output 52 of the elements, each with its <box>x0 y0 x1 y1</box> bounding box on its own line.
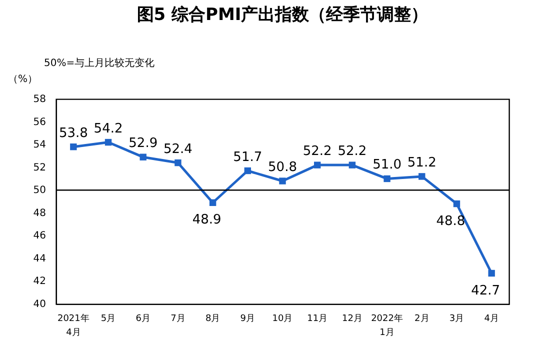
y-tick-label: 48 <box>33 208 46 219</box>
point <box>348 162 356 168</box>
point <box>244 167 252 174</box>
y-tick-label: 50 <box>33 185 46 196</box>
text: 42.7 <box>471 283 500 298</box>
text: 52.2 <box>338 144 367 160</box>
x-tick-label: 7月 <box>170 314 186 324</box>
point <box>140 154 146 160</box>
text: 50%=与上月比较无变化 <box>44 57 155 69</box>
text: 51.0 <box>372 158 402 173</box>
y-tick-label: 44 <box>33 253 46 264</box>
y-tick-label: 52 <box>33 162 46 174</box>
y-tick-label: 56 <box>33 116 46 128</box>
x-tick-label: 10月 <box>272 314 293 324</box>
text: 48.9 <box>192 212 222 228</box>
text: 51.2 <box>407 155 436 170</box>
x-tick-label: 8月 <box>205 314 220 324</box>
y-tick-label: 58 <box>33 94 46 105</box>
text: 53.8 <box>58 126 88 141</box>
y-tick-label: 40 <box>33 299 46 310</box>
x-tick-label: 3月 <box>449 314 464 324</box>
text: 48.8 <box>436 214 466 229</box>
x-tick-label: 5月 <box>100 314 116 324</box>
text: 51.7 <box>233 150 262 165</box>
text: 54.2 <box>94 121 123 136</box>
point <box>174 159 182 166</box>
point <box>70 143 77 150</box>
y-tick-label: 54 <box>33 140 46 151</box>
point <box>209 199 216 206</box>
y-tick-label: 46 <box>33 230 46 242</box>
text: 52.9 <box>128 136 158 152</box>
x-tick-label: 2月 <box>414 314 430 324</box>
text: 52.2 <box>302 144 332 160</box>
y-axis-title: （%） <box>8 74 38 85</box>
point <box>384 175 390 182</box>
point <box>488 270 495 277</box>
x-tick-label: 4月 <box>484 314 499 324</box>
x-tick-label: 12月 <box>342 314 362 324</box>
x-tick-label: 9月 <box>240 314 256 324</box>
point <box>279 178 286 184</box>
point <box>418 173 426 180</box>
text: 50.8 <box>268 160 297 175</box>
point <box>314 162 321 168</box>
text: 52.4 <box>163 142 192 157</box>
x-tick-label: 2021年 4月 <box>57 313 90 338</box>
x-tick-label: 6月 <box>136 314 150 324</box>
chart-title: 图5 综合PMI产出指数（经季节调整） <box>136 5 428 25</box>
x-tick-label: 2022年 1月 <box>371 313 403 338</box>
x-tick-label: 11月 <box>307 314 328 324</box>
point <box>453 200 460 208</box>
y-tick-label: 42 <box>33 276 46 288</box>
point <box>104 138 112 146</box>
